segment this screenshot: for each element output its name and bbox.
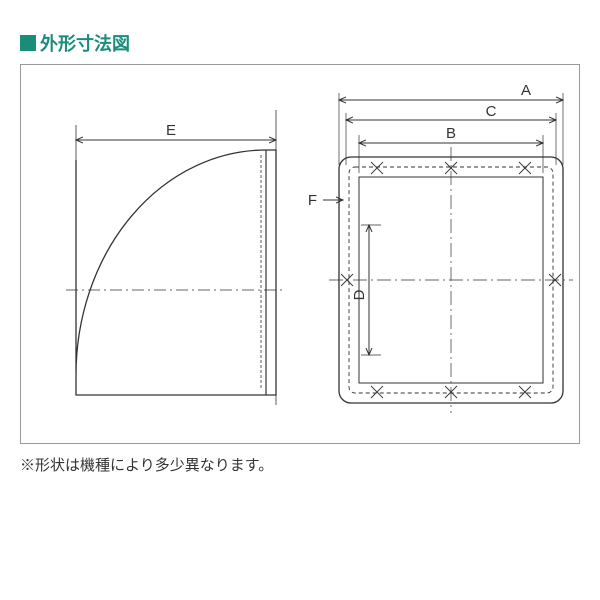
section-header: 外形寸法図 (0, 0, 600, 64)
side-view: E (66, 110, 286, 405)
dim-label-A: A (521, 82, 531, 99)
hole-cross-icon (519, 162, 531, 174)
dim-label-D: D (351, 289, 368, 300)
header-title: 外形寸法図 (40, 30, 130, 56)
side-outline (76, 150, 276, 395)
dim-label-B: B (446, 125, 456, 142)
dim-label-E: E (166, 122, 176, 139)
hole-cross-icon (519, 386, 531, 398)
footnote-text: ※形状は機種により多少異なります。 (20, 454, 580, 475)
front-view: A C B (308, 82, 573, 413)
header-accent-square-icon (20, 35, 36, 51)
dim-label-F: F (308, 192, 317, 209)
dim-label-C: C (486, 103, 497, 120)
hole-cross-icon (371, 386, 383, 398)
dimension-diagram-frame: E A C B (20, 64, 580, 444)
hole-cross-icon (371, 162, 383, 174)
dimension-diagram: E A C B (21, 65, 581, 445)
